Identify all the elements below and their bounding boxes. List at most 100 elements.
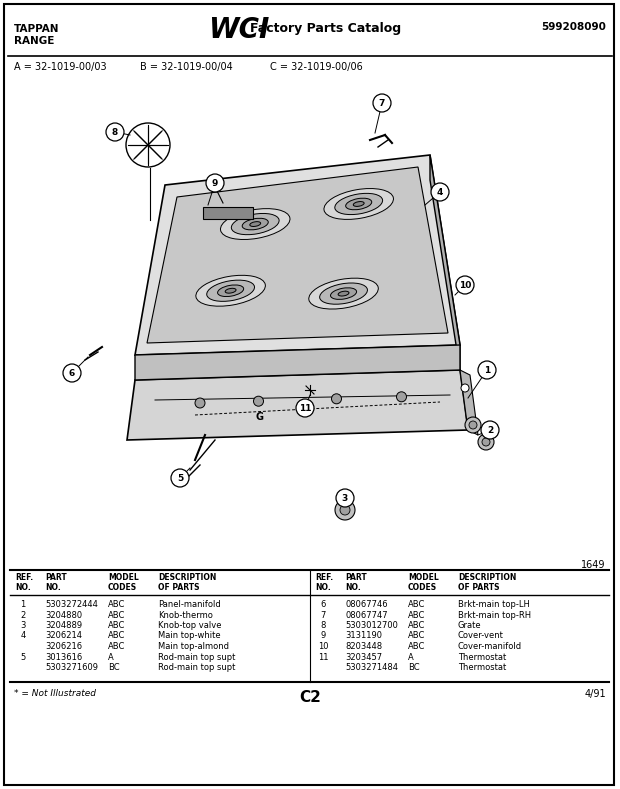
Ellipse shape: [335, 193, 383, 215]
Text: 1: 1: [20, 600, 25, 609]
Text: 8203448: 8203448: [345, 642, 382, 651]
Circle shape: [340, 505, 350, 515]
Ellipse shape: [353, 201, 364, 207]
Circle shape: [456, 276, 474, 294]
Ellipse shape: [324, 189, 394, 219]
Text: 5: 5: [20, 653, 25, 661]
Text: RANGE: RANGE: [14, 36, 55, 46]
Text: PART
NO.: PART NO.: [345, 573, 367, 593]
Circle shape: [335, 500, 355, 520]
Ellipse shape: [330, 288, 356, 299]
Text: C2: C2: [299, 690, 321, 705]
Polygon shape: [430, 155, 460, 370]
Text: 11: 11: [299, 403, 311, 413]
Text: Main top-white: Main top-white: [158, 631, 221, 641]
Text: 5303012700: 5303012700: [345, 621, 398, 630]
Text: 08067746: 08067746: [345, 600, 388, 609]
Circle shape: [332, 394, 342, 404]
Circle shape: [461, 384, 469, 392]
Circle shape: [336, 489, 354, 507]
Circle shape: [481, 421, 499, 439]
Text: 3131190: 3131190: [345, 631, 382, 641]
Circle shape: [195, 398, 205, 408]
Ellipse shape: [346, 198, 372, 210]
Text: 9: 9: [212, 178, 218, 188]
Text: Grate: Grate: [458, 621, 482, 630]
Text: 3206216: 3206216: [45, 642, 82, 651]
Text: Factory Parts Catalog: Factory Parts Catalog: [250, 22, 401, 35]
Text: 1649: 1649: [580, 560, 605, 570]
Ellipse shape: [221, 208, 290, 240]
Text: ABC: ABC: [108, 621, 125, 630]
Text: 599208090: 599208090: [541, 22, 606, 32]
Text: REF.
NO.: REF. NO.: [315, 573, 333, 593]
Ellipse shape: [206, 280, 255, 301]
Text: Thermostat: Thermostat: [458, 653, 507, 661]
Text: ABC: ABC: [108, 600, 125, 609]
Text: TAPPAN: TAPPAN: [14, 24, 60, 34]
Text: B = 32-1019-00/04: B = 32-1019-00/04: [140, 62, 232, 72]
Text: 10: 10: [317, 642, 328, 651]
Text: Main top-almond: Main top-almond: [158, 642, 229, 651]
Circle shape: [126, 123, 170, 167]
Text: DESCRIPTION
OF PARTS: DESCRIPTION OF PARTS: [158, 573, 216, 593]
Text: 8: 8: [321, 621, 326, 630]
Text: 7: 7: [321, 611, 326, 619]
Text: PART
NO.: PART NO.: [45, 573, 67, 593]
Text: 1: 1: [484, 365, 490, 375]
Ellipse shape: [231, 214, 279, 234]
Text: 3204880: 3204880: [45, 611, 82, 619]
Text: Brkt-main top-LH: Brkt-main top-LH: [458, 600, 530, 609]
Text: ABC: ABC: [108, 631, 125, 641]
Text: 3204889: 3204889: [45, 621, 82, 630]
Text: 3: 3: [20, 621, 25, 630]
Text: Panel-manifold: Panel-manifold: [158, 600, 221, 609]
Text: DESCRIPTION
OF PARTS: DESCRIPTION OF PARTS: [458, 573, 516, 593]
Text: ABC: ABC: [408, 611, 425, 619]
Text: Rod-main top supt: Rod-main top supt: [158, 653, 236, 661]
Text: 10: 10: [459, 281, 471, 290]
Text: A = 32-1019-00/03: A = 32-1019-00/03: [14, 62, 107, 72]
Polygon shape: [135, 345, 460, 380]
Polygon shape: [460, 370, 478, 435]
Circle shape: [465, 417, 481, 433]
Circle shape: [171, 469, 189, 487]
Text: MODEL
CODES: MODEL CODES: [408, 573, 439, 593]
Text: 9: 9: [321, 631, 326, 641]
Text: 3: 3: [342, 493, 348, 503]
Text: Rod-main top supt: Rod-main top supt: [158, 663, 236, 672]
Text: A: A: [408, 653, 414, 661]
Text: MODEL
CODES: MODEL CODES: [108, 573, 139, 593]
Circle shape: [469, 421, 477, 429]
Circle shape: [397, 392, 407, 402]
Text: 4: 4: [20, 631, 25, 641]
Polygon shape: [147, 167, 448, 343]
Text: Knob-thermo: Knob-thermo: [158, 611, 213, 619]
Text: WCI: WCI: [208, 16, 269, 44]
Text: 3206214: 3206214: [45, 631, 82, 641]
Circle shape: [373, 94, 391, 112]
Text: 6: 6: [321, 600, 326, 609]
Text: G: G: [255, 412, 263, 422]
Text: Brkt-main top-RH: Brkt-main top-RH: [458, 611, 531, 619]
Bar: [203, 207, 253, 219]
Text: 7: 7: [379, 99, 385, 107]
Circle shape: [254, 396, 264, 406]
Circle shape: [296, 399, 314, 417]
Polygon shape: [135, 155, 460, 355]
Text: 08067747: 08067747: [345, 611, 388, 619]
Text: BC: BC: [408, 663, 420, 672]
Text: ABC: ABC: [108, 611, 125, 619]
Ellipse shape: [242, 219, 268, 230]
Text: A: A: [108, 653, 113, 661]
Text: 5: 5: [177, 473, 183, 483]
Text: 6: 6: [69, 368, 75, 377]
Text: Thermostat: Thermostat: [458, 663, 507, 672]
Text: ABC: ABC: [408, 621, 425, 630]
Ellipse shape: [338, 291, 349, 296]
Circle shape: [482, 438, 490, 446]
Circle shape: [431, 183, 449, 201]
Text: 3203457: 3203457: [345, 653, 382, 661]
Ellipse shape: [309, 279, 378, 309]
Text: REF.
NO.: REF. NO.: [15, 573, 33, 593]
